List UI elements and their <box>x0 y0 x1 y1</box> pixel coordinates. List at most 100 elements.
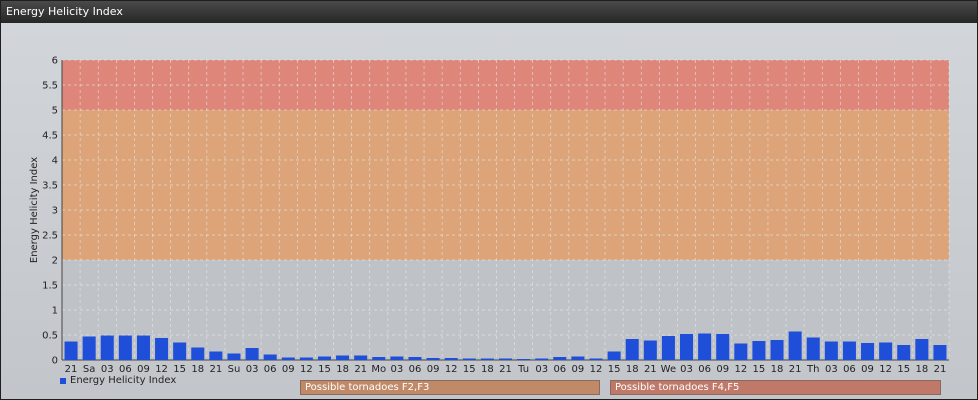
y-tick-label: 0.5 <box>42 331 58 342</box>
bar <box>82 336 96 360</box>
zone-label-f2-f3: Possible tornadoes F2,F3 <box>300 380 600 395</box>
bar <box>263 354 277 360</box>
x-tick-label: 21 <box>644 364 657 375</box>
x-tick-label: 18 <box>336 364 349 375</box>
bar <box>100 335 114 360</box>
x-tick-label: Sa <box>83 364 95 375</box>
bar <box>915 339 929 360</box>
x-tick-label: 18 <box>626 364 639 375</box>
x-tick-label: 21 <box>789 364 802 375</box>
bar <box>390 356 404 360</box>
window-title: Energy Helicity Index <box>1 1 977 23</box>
x-tick-label: 03 <box>535 364 548 375</box>
x-tick-label: 09 <box>716 364 729 375</box>
x-tick-label: 15 <box>608 364 621 375</box>
bar <box>444 358 458 360</box>
bar <box>625 339 639 360</box>
bar <box>281 357 295 360</box>
y-tick-label: 5 <box>52 106 58 117</box>
x-tick-label: Tu <box>517 364 529 375</box>
x-tick-label: 12 <box>590 364 603 375</box>
bar <box>752 341 766 360</box>
x-tick-label: 15 <box>463 364 476 375</box>
x-tick-label: 06 <box>843 364 856 375</box>
bar <box>589 358 603 360</box>
x-tick-label: 06 <box>409 364 422 375</box>
bar <box>661 336 675 360</box>
y-axis-label: Energy Helicity Index <box>29 157 40 263</box>
x-tick-label: 06 <box>264 364 277 375</box>
bar <box>498 358 513 360</box>
x-tick-label: 15 <box>753 364 766 375</box>
x-tick-label: 21 <box>499 364 512 375</box>
x-tick-label: 09 <box>137 364 150 375</box>
bar <box>426 358 440 360</box>
bar <box>317 356 331 360</box>
y-tick-label: 3.5 <box>42 181 58 192</box>
bar <box>734 343 748 360</box>
x-tick-label: 09 <box>861 364 874 375</box>
y-tick-label: 4.5 <box>42 131 58 142</box>
bar <box>716 334 730 360</box>
bar <box>64 341 78 360</box>
bar <box>354 355 368 360</box>
x-tick-label: 09 <box>427 364 440 375</box>
chart-legend: Energy Helicity Index <box>60 375 176 386</box>
legend-swatch <box>60 377 66 384</box>
bar <box>680 334 694 360</box>
bar <box>191 347 205 360</box>
x-tick-label: 15 <box>318 364 331 375</box>
x-tick-label: 15 <box>897 364 910 375</box>
x-tick-label: 12 <box>734 364 747 375</box>
bar <box>861 343 875 360</box>
bar <box>571 356 585 360</box>
x-tick-label: 18 <box>191 364 204 375</box>
zone-label-f4-f5: Possible tornadoes F4,F5 <box>610 380 941 395</box>
bar <box>770 340 784 360</box>
x-tick-label: 21 <box>354 364 367 375</box>
x-tick-label: 06 <box>119 364 132 375</box>
bar <box>553 357 567 360</box>
bar <box>155 338 169 360</box>
x-tick-label: 18 <box>915 364 928 375</box>
x-tick-label: 15 <box>173 364 186 375</box>
x-tick-label: 18 <box>481 364 494 375</box>
y-tick-label: 5.5 <box>42 81 58 92</box>
bar <box>209 351 223 360</box>
x-tick-label: Th <box>806 364 819 375</box>
y-tick-label: 6 <box>52 56 58 67</box>
bar <box>806 337 820 360</box>
bar <box>372 357 386 360</box>
y-tick-label: 1.5 <box>42 281 58 292</box>
bar <box>336 355 350 360</box>
bar <box>788 331 802 360</box>
bar <box>462 358 476 360</box>
bar <box>118 335 132 360</box>
x-tick-label: 03 <box>391 364 404 375</box>
x-tick-label: 03 <box>101 364 114 375</box>
x-tick-label: 06 <box>698 364 711 375</box>
bar <box>299 357 313 360</box>
bar <box>607 351 621 360</box>
y-tick-label: 0 <box>52 356 58 367</box>
x-tick-label: 12 <box>445 364 458 375</box>
bar <box>480 358 494 360</box>
x-tick-label: 21 <box>65 364 78 375</box>
legend-label: Energy Helicity Index <box>70 375 177 386</box>
y-tick-label: 1 <box>52 306 58 317</box>
y-tick-label: 3 <box>52 206 58 217</box>
x-tick-label: Mo <box>371 364 386 375</box>
x-tick-label: 03 <box>680 364 693 375</box>
bar <box>535 358 549 360</box>
bar <box>842 341 856 360</box>
x-tick-label: 06 <box>553 364 566 375</box>
x-tick-label: 18 <box>771 364 784 375</box>
x-tick-label: Su <box>228 364 241 375</box>
bar <box>136 335 150 360</box>
bar <box>173 342 187 360</box>
x-tick-label: 09 <box>282 364 295 375</box>
x-tick-label: We <box>661 364 676 375</box>
y-tick-label: 2 <box>52 256 58 267</box>
x-tick-label: 03 <box>246 364 259 375</box>
bar <box>245 348 259 360</box>
